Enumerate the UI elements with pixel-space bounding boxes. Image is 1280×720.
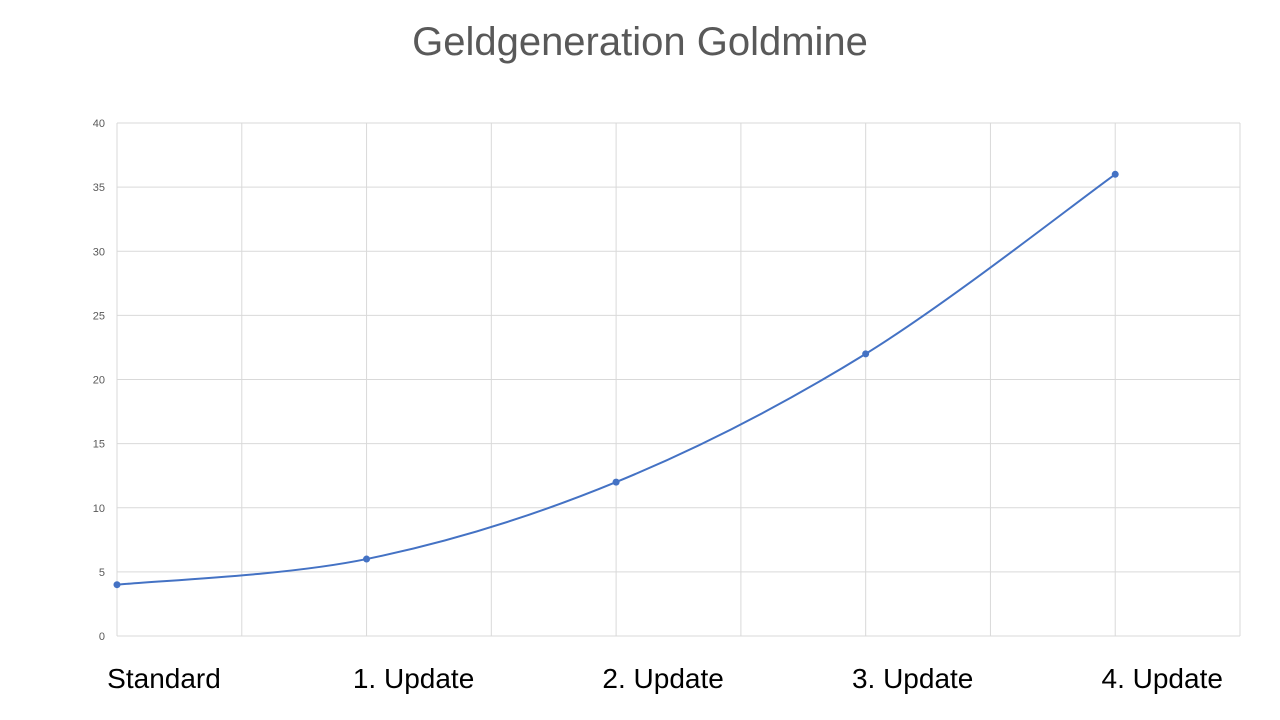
y-tick-label: 10 (93, 503, 105, 515)
y-tick-label: 40 (93, 118, 105, 130)
data-point (1111, 170, 1119, 178)
y-axis-ticks: 0 5 10 15 20 25 30 35 40 (93, 118, 105, 643)
category-label: 1. Update (353, 663, 474, 694)
category-label: 3. Update (852, 663, 973, 694)
series-group (113, 170, 1119, 589)
data-point (363, 555, 371, 563)
chart-title: Geldgeneration Goldmine (412, 20, 868, 64)
data-point (862, 350, 870, 358)
y-tick-label: 35 (93, 182, 105, 194)
y-tick-label: 0 (99, 631, 105, 643)
y-tick-label: 15 (93, 439, 105, 451)
y-tick-label: 5 (99, 567, 105, 579)
y-tick-label: 30 (93, 246, 105, 258)
y-tick-label: 25 (93, 310, 105, 322)
gridlines (116, 122, 1241, 637)
category-label: 2. Update (602, 663, 723, 694)
category-label: Standard (107, 663, 221, 694)
data-point (612, 478, 620, 486)
data-point (113, 581, 121, 589)
y-tick-label: 20 (93, 375, 105, 387)
category-label: 4. Update (1102, 663, 1223, 694)
category-labels: Standard 1. Update 2. Update 3. Update 4. Up… (107, 663, 1223, 694)
